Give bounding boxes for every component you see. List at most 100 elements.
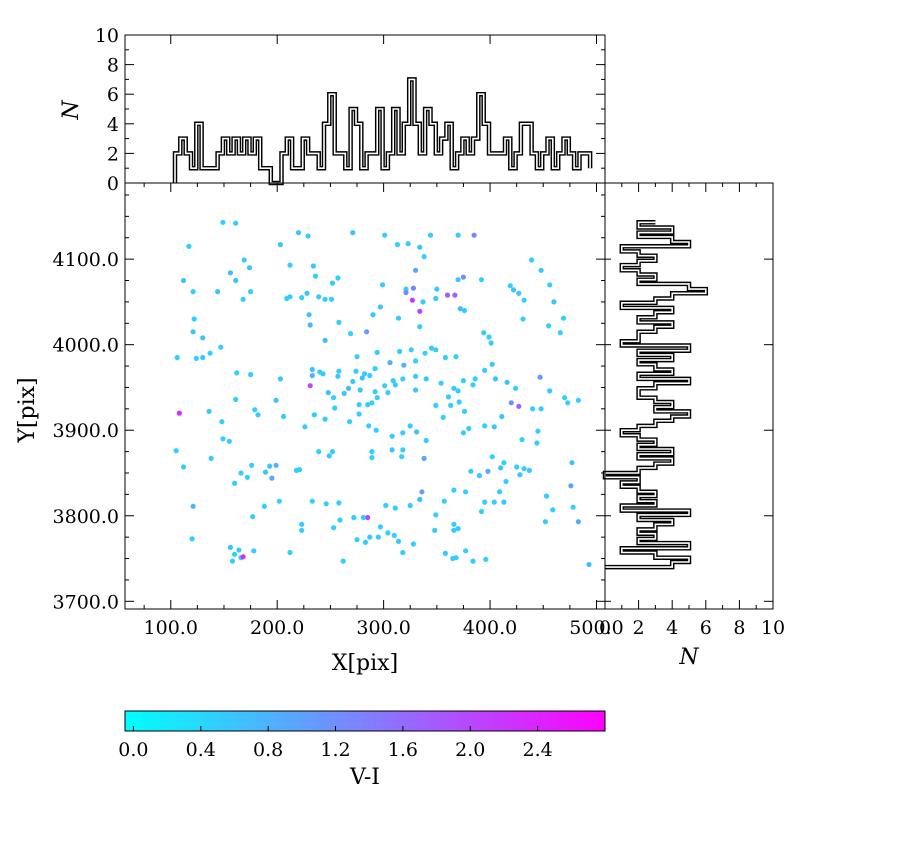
scatter-point [255,412,261,418]
scatter-point [374,395,380,401]
scatter-point [232,480,238,486]
scatter-point [236,547,242,553]
scatter-point [307,322,313,328]
right-histogram-xtick-label: 10 [761,617,785,639]
scatter-point [335,275,341,281]
top-histogram-steps [172,77,593,186]
scatter-point [241,257,247,263]
scatter-xtick-label: 400.0 [463,617,517,639]
scatter-point [417,244,423,250]
right-histogram-xtick-label: 8 [733,617,745,639]
top-histogram-ticks: 0 2 4 6 8 10 [95,25,605,195]
scatter-point [369,400,375,406]
scatter-point [367,372,373,379]
scatter-point [190,329,196,335]
scatter-point [377,524,383,530]
top-histogram-ytick-label: 6 [107,84,119,106]
scatter-point [180,277,187,284]
scatter-point [433,512,439,518]
scatter-point [229,558,236,564]
scatter-point [362,539,369,545]
scatter-point [383,502,389,509]
scatter-point [428,345,435,351]
scatter-point [400,376,406,382]
scatter-point [417,496,423,503]
scatter-point [305,233,311,239]
scatter-point [575,397,582,403]
scatter-point [350,378,356,385]
scatter-point [417,308,423,314]
scatter-point [261,503,267,509]
scatter-point [451,487,457,493]
scatter-point [395,538,402,545]
scatter-point [238,470,244,476]
scatter-point [452,292,458,298]
scatter-point [273,397,279,403]
scatter-point [281,413,287,420]
scatter-point [421,254,427,260]
scatter-point [414,429,420,435]
scatter-point [413,373,419,379]
scatter-point [374,349,380,355]
scatter-point [516,290,522,296]
scatter-point [482,423,488,429]
scatter-point [403,289,409,296]
scatter-point [365,402,371,408]
scatter-point [450,555,456,562]
scatter-point [310,263,316,269]
scatter-point [336,368,342,374]
scatter-point [191,316,197,322]
scatter-point [413,387,419,393]
scatter-ytick-label: 4100.0 [53,249,119,271]
scatter-point [432,527,438,533]
scatter-point [503,478,509,485]
scatter-point [377,304,383,310]
scatter-point [329,449,336,455]
scatter-point [568,483,574,489]
scatter-point [387,360,393,366]
scatter-point [482,367,488,373]
scatter-point [262,469,269,475]
scatter-point [380,282,386,288]
scatter-point [519,437,525,443]
right-histogram-xtick-label: 6 [700,617,712,639]
scatter-point [546,323,552,329]
scatter-point [442,550,448,557]
scatter-point [565,400,571,406]
scatter-point [392,505,398,511]
scatter-point [485,468,491,474]
scatter-point [389,447,395,453]
colorbar-label: V-I [349,765,380,790]
scatter-point [267,463,273,469]
scatter-point [422,350,428,356]
scatter-point [293,467,299,473]
scatter-point [207,350,213,356]
scatter-point [345,385,352,391]
scatter-point [433,402,439,408]
scatter-point [586,561,592,568]
scatter-point [433,347,439,353]
scatter-point [448,402,454,408]
scatter-point [341,390,347,396]
scatter-point [433,295,439,302]
scatter-point [369,455,375,461]
scatter-point [413,267,419,273]
scatter-point [353,368,359,374]
scatter-point [332,405,338,411]
scatter-point [410,541,416,547]
scatter-point [438,380,444,386]
scatter-point [347,419,353,425]
scatter-point [400,549,406,556]
scatter-point [538,406,544,412]
scatter-point [252,407,258,413]
scatter-point [510,287,517,293]
scatter-point [370,312,376,318]
scatter-point [357,387,363,393]
scatter-point [486,334,492,340]
scatter-point [373,427,379,433]
scatter-point [521,297,527,303]
scatter-point [520,316,526,322]
scatter-ticks: 100.0 200.0 300.0 400.0 500.0 3700.0 3800.0 390… [53,183,624,639]
scatter-point [476,473,482,479]
